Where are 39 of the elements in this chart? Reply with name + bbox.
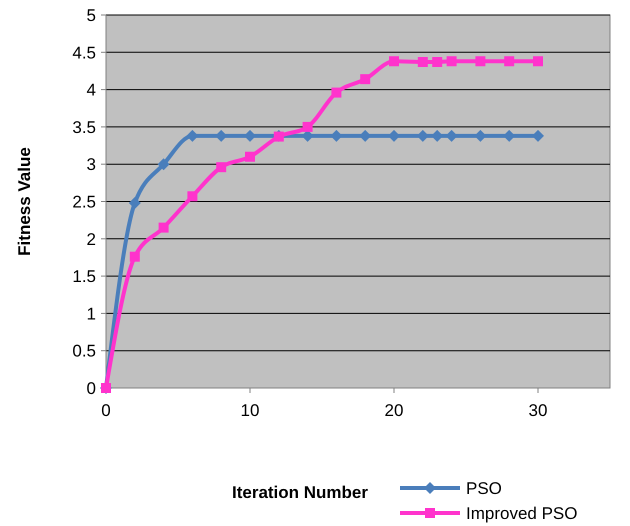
point: [187, 191, 198, 202]
point: [446, 56, 457, 66]
y-tick-label: 2.5: [72, 192, 96, 212]
point: [533, 56, 543, 66]
y-tick-label: 4: [86, 80, 96, 100]
point: [475, 56, 486, 66]
point: [331, 88, 342, 98]
x-tick-label: 30: [528, 401, 548, 420]
point: [128, 196, 141, 209]
y-tick-label: 5: [86, 6, 96, 25]
point: [216, 162, 226, 172]
y-tick-label: 3: [86, 155, 96, 174]
y-tick-label: 1.5: [72, 267, 96, 286]
point: [418, 57, 428, 67]
point: [245, 152, 255, 162]
point: [130, 252, 140, 262]
point: [432, 57, 442, 67]
x-tick-label: 0: [101, 401, 111, 420]
y-tick-label: 1: [86, 304, 96, 324]
legend-label: PSO: [466, 478, 502, 498]
x-tick-label: 10: [240, 401, 260, 420]
legend-label: Improved PSO: [466, 504, 578, 523]
point: [504, 56, 514, 66]
x-tick-label: 20: [384, 401, 404, 420]
point: [158, 222, 169, 233]
point: [158, 158, 170, 170]
point: [302, 122, 313, 132]
y-tick-label: 0.5: [72, 342, 96, 361]
point: [532, 130, 544, 142]
y-tick-label: 0: [86, 378, 96, 398]
y-tick-label: 3.5: [72, 118, 96, 137]
point: [388, 130, 400, 142]
point: [360, 74, 370, 84]
y-tick-label: 4.5: [72, 43, 96, 62]
y-axis-title: Fitness Value: [15, 147, 34, 256]
x-axis-title: Iteration Number: [232, 483, 368, 502]
point: [389, 56, 399, 66]
point: [244, 130, 256, 142]
y-tick-label: 2: [86, 230, 96, 249]
